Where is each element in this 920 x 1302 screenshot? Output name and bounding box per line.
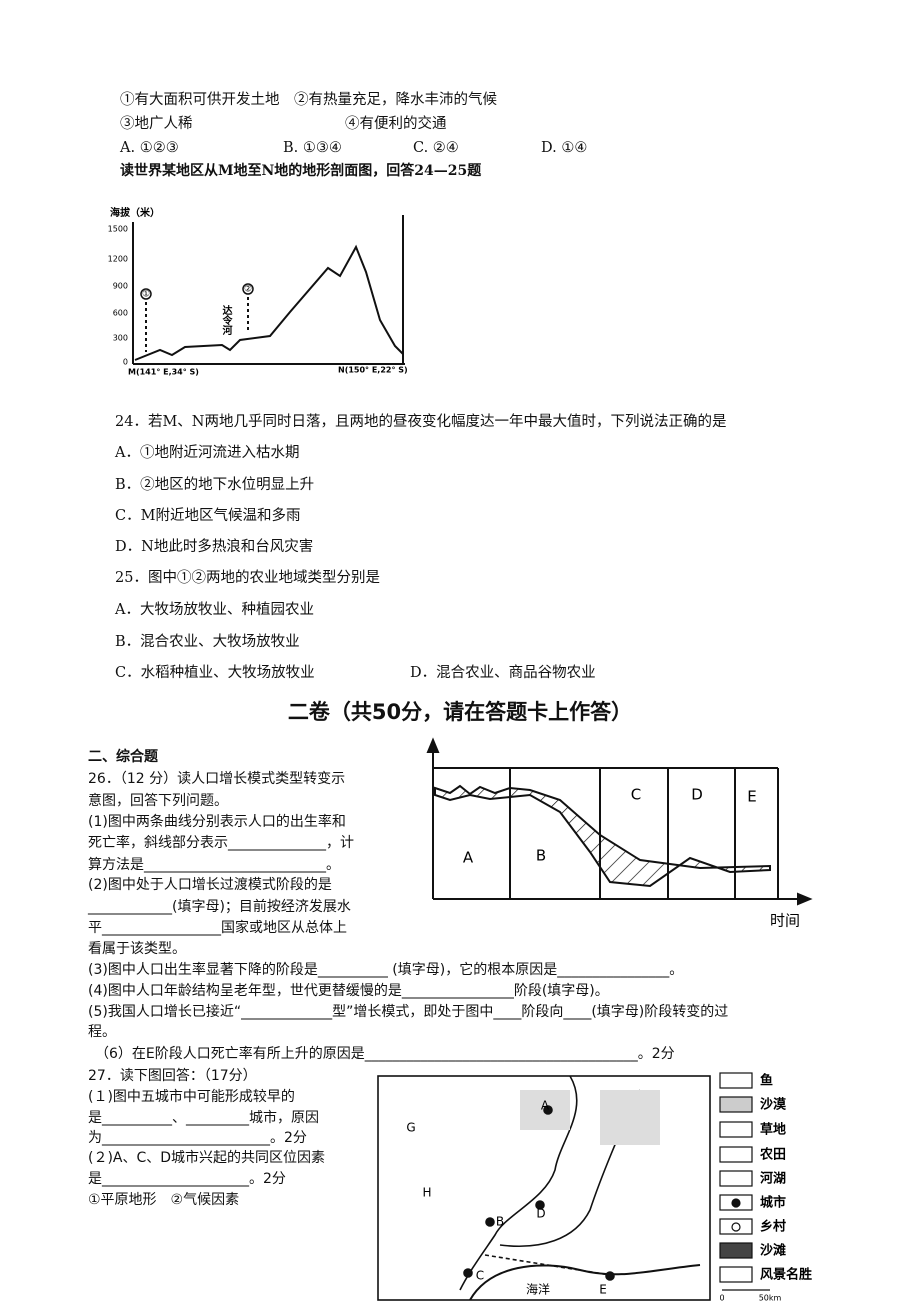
figure-label: N(150° E,22° S) [338, 366, 408, 375]
text-line: (2)图中处于人口增长过渡模式阶段的是 [88, 877, 332, 893]
figure-label: ① [142, 290, 150, 300]
map-label: A [541, 1099, 550, 1113]
legend-label: 草地 [760, 1122, 786, 1138]
text-line: ①平原地形 ②气候因素 [88, 1192, 240, 1208]
text-line: 为________________________。2分 [88, 1130, 307, 1146]
legend-label: 乡村 [760, 1219, 786, 1235]
legend-label: 鱼 [760, 1073, 773, 1089]
intro: 读世界某地区从M地至N地的地形剖面图，回答24—25题 [120, 163, 482, 179]
legend-label: 河湖 [760, 1171, 786, 1187]
text-line: 程。 [88, 1024, 116, 1040]
figure-label: 海拔（米） [110, 206, 160, 219]
y-tick-label: 0 [123, 358, 128, 367]
scale-label: 50km [759, 1294, 782, 1302]
figure-label: A [463, 849, 474, 867]
option: D. ①④ [541, 140, 588, 156]
map-label: B [496, 1215, 504, 1229]
legend-label: 农田 [759, 1147, 786, 1163]
text-line: 是_____________________。2分 [88, 1171, 286, 1187]
option: B. ①③④ [283, 140, 342, 156]
map-label: E [599, 1283, 607, 1297]
section-title: 二、综合题 [88, 749, 158, 765]
text-line: ①有大面积可供开发土地 ②有热量充足，降水丰沛的气候 [120, 92, 497, 108]
text-line: ③地广人稀 [120, 116, 193, 132]
map-label: G [406, 1121, 415, 1135]
text-line: 死亡率，斜线部分表示______________，计 [88, 835, 354, 851]
text-line: 意图，回答下列问题。 [88, 793, 228, 809]
text-line: (4)图中人口年龄结构呈老年型，世代更替缓慢的是________________… [88, 983, 609, 999]
text-line: 26．（12 分）读人口增长模式类型转变示 [88, 771, 346, 787]
legend-label: 城市 [760, 1195, 786, 1211]
y-tick-label: 1200 [108, 255, 128, 264]
map-legend [719, 1072, 770, 1291]
figure-label: B [536, 847, 546, 865]
option: B．混合农业、大牧场放牧业 [115, 634, 300, 650]
legend-label: 沙滩 [760, 1243, 786, 1259]
question-stem: 25．图中①②两地的农业地域类型分别是 [115, 570, 380, 586]
section-heading: 二卷（共50分，请在答题卡上作答） [287, 700, 633, 724]
text-line: (5)我国人口增长已接近“_____________型”增长模式，即处于图中__… [88, 1004, 729, 1020]
figure-label: 达令河 [220, 304, 233, 336]
option: D．N地此时多热浪和台风灾害 [115, 539, 314, 555]
option: D．混合农业、商品谷物农业 [410, 665, 596, 681]
figure-label: M(141° E,34° S) [128, 368, 199, 377]
map-label: C [476, 1269, 484, 1283]
text-line: (1)图中两条曲线分别表示人口的出生率和 [88, 814, 346, 830]
figure-label: 时间 [770, 912, 800, 930]
y-tick-label: 600 [113, 309, 128, 318]
text-line: 是__________、_________城市，原因 [88, 1110, 319, 1126]
figure-label: ② [244, 285, 252, 295]
map-label: H [422, 1186, 431, 1200]
text-line: ____________(填字母)；目前按经济发展水 [88, 899, 351, 915]
y-tick-label: 1500 [108, 225, 128, 234]
text-line: 平_________________国家或地区从总体上 [88, 920, 347, 936]
text-line: 算方法是__________________________。 [88, 857, 340, 873]
text-line: ④有便利的交通 [345, 116, 447, 132]
map-label: D [536, 1207, 545, 1221]
map-label: 海洋 [526, 1282, 550, 1297]
text-line: 27．读下图回答：（17分） [88, 1068, 257, 1084]
text-line: (２)A、C、D城市兴起的共同区位因素 [88, 1150, 326, 1166]
option: A．大牧场放牧业、种植园农业 [115, 602, 314, 618]
scale-label: 0 [719, 1294, 724, 1302]
option: B．②地区的地下水位明显上升 [115, 477, 315, 493]
y-tick-label: 300 [113, 334, 128, 343]
text-line: 看属于该类型。 [88, 941, 186, 957]
figure-label: D [691, 786, 703, 804]
text-line: (3)图中人口出生率显著下降的阶段是__________ (填字母)，它的根本原… [88, 962, 684, 978]
figure-label: C [631, 786, 641, 804]
y-tick-label: 900 [113, 282, 128, 291]
figure-label: E [747, 788, 756, 806]
population-figure [426, 737, 813, 906]
option: C. ②④ [413, 140, 459, 156]
question-stem: 24．若M、N两地几乎同时日落，且两地的昼夜变化幅度达一年中最大值时，下列说法正… [115, 414, 727, 430]
profile-figure [132, 215, 405, 365]
option: C．水稻种植业、大牧场放牧业 [115, 665, 315, 681]
legend-label: 沙漠 [760, 1097, 787, 1113]
option: A．①地附近河流进入枯水期 [115, 445, 300, 461]
option: A. ①②③ [120, 140, 179, 156]
map-figure [377, 1075, 711, 1301]
option: C．M附近地区气候温和多雨 [115, 508, 301, 524]
text-line: （6）在E阶段人口死亡率有所上升的原因是____________________… [95, 1046, 675, 1062]
legend-label: 风景名胜 [760, 1267, 812, 1283]
text-line: (１)图中五城市中可能形成较早的 [88, 1089, 295, 1105]
